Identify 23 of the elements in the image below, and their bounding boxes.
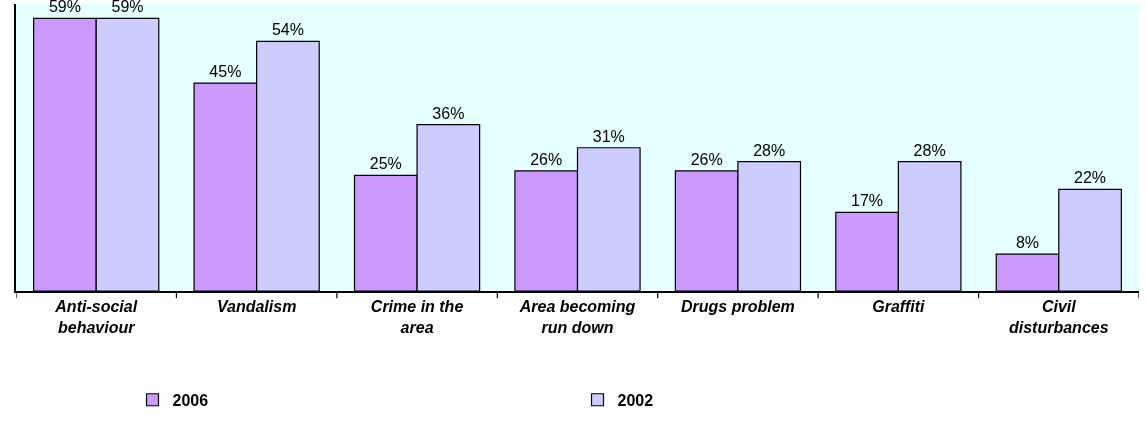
data-label: 45%: [209, 63, 242, 81]
x-tick-label: Anti-social behaviour: [54, 297, 138, 336]
legend-label: 2002: [617, 391, 654, 409]
data-label: 31%: [592, 127, 625, 145]
data-label: 26%: [530, 150, 563, 168]
data-label: 22%: [1074, 169, 1107, 187]
data-label: 59%: [111, 0, 144, 16]
data-label: 36%: [432, 104, 465, 122]
data-label: 17%: [851, 192, 884, 210]
data-label: 54%: [271, 21, 304, 39]
legend-label: 2006: [172, 391, 209, 409]
data-label: 26%: [690, 150, 723, 168]
x-tick-label: Graffiti: [872, 297, 925, 315]
x-tick-label: Area becoming run down: [518, 297, 636, 336]
data-label: 8%: [1015, 234, 1040, 252]
x-tick-label: Vandalism: [216, 297, 297, 315]
data-label: 28%: [753, 141, 786, 159]
data-label: 28%: [913, 141, 946, 159]
x-tick-label: Civil disturbances: [1008, 297, 1109, 336]
x-tick-label: Crime in the area: [370, 297, 464, 336]
data-label: 25%: [369, 155, 402, 173]
x-tick-label: Drugs problem: [681, 297, 795, 315]
data-label: 59%: [48, 0, 81, 16]
